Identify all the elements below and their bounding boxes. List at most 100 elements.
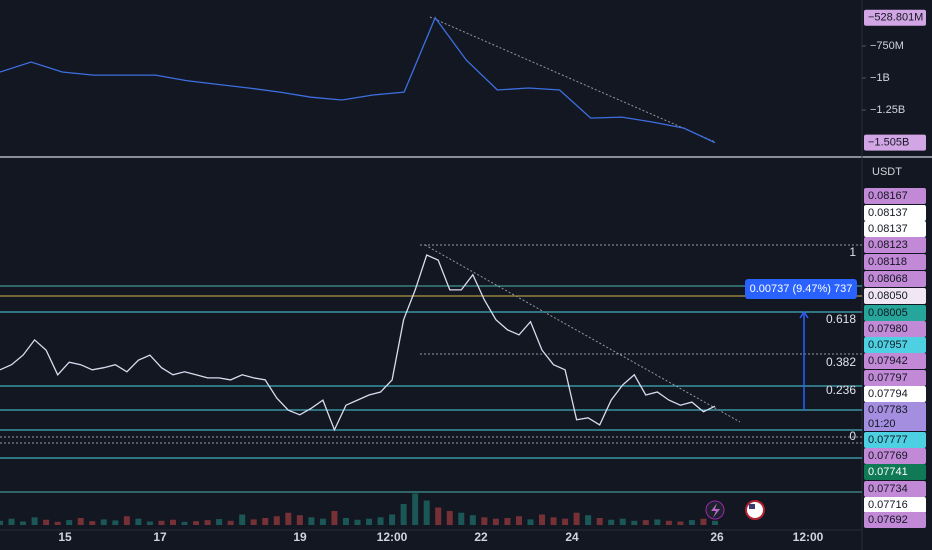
volume-bar (227, 520, 234, 525)
price-label-bg (864, 370, 926, 386)
measure-label: 0.00737 (9.47%) 737 (750, 283, 853, 295)
volume-bar (481, 517, 488, 525)
flag-icon[interactable] (745, 500, 765, 520)
y-tick-label: −750M (870, 40, 904, 52)
price-label: 0.07980 (868, 323, 908, 335)
price-label: 0.07797 (868, 372, 908, 384)
trend-line (424, 244, 741, 423)
x-tick-label: 12:00 (377, 530, 408, 544)
x-tick-label: 12:00 (793, 530, 824, 544)
price-label-bg (864, 205, 926, 221)
icons (705, 500, 765, 520)
value-label-bg (864, 134, 926, 151)
volume-bar (216, 519, 223, 525)
volume-bar (400, 504, 407, 525)
volume-bar (377, 517, 384, 525)
price-label-bg (864, 288, 926, 304)
volume-bar (308, 517, 315, 525)
levels (0, 16, 862, 493)
price-label: 0.07957 (868, 339, 908, 351)
fib-label: 0.618 (826, 312, 856, 326)
volume-bar (550, 517, 557, 525)
y-tick-label: −1B (870, 72, 890, 84)
volume-bar (654, 519, 661, 525)
fib-label: 0.382 (826, 355, 856, 369)
price-label: 0.08123 (868, 239, 908, 251)
value-label-bg (864, 9, 926, 26)
fib-label: 0 (849, 429, 856, 443)
price-label: 0.07942 (868, 355, 908, 367)
volume-bar (458, 512, 465, 525)
price-label-bg (864, 305, 926, 321)
volume-bar (712, 520, 718, 525)
volume-bar (135, 518, 142, 525)
volume-bar (446, 511, 453, 525)
y-tick-label: −1.25B (870, 104, 905, 116)
volume-bar (469, 515, 476, 525)
price-label: 0.07777 (868, 434, 908, 446)
price-label: 0.08068 (868, 273, 908, 285)
price-label: 0.08050 (868, 290, 908, 302)
x-tick-label: 19 (293, 530, 307, 544)
arrow-head (799, 310, 809, 319)
volume-bar (169, 519, 176, 525)
currency-label: USDT (872, 166, 902, 178)
volume-bar (193, 521, 200, 525)
volume-bar (677, 521, 684, 525)
x-tick-label: 24 (565, 530, 579, 544)
price-label: 0.08167 (868, 190, 908, 202)
value-label: −1.505B (868, 137, 909, 149)
measure-box (745, 279, 857, 299)
volume-bar (123, 516, 130, 525)
volume-bar (562, 518, 569, 525)
volume-bar (342, 518, 349, 525)
price-label: 0.07692 (868, 514, 908, 526)
price-label-bg (864, 497, 926, 513)
volume-bar (31, 517, 38, 525)
flag-canton (749, 504, 755, 509)
volume-bar (77, 518, 84, 525)
price-label-bg (864, 448, 926, 464)
price-label: 0.07794 (868, 388, 908, 400)
volume-bar (608, 519, 615, 525)
countdown: 01:20 (868, 418, 896, 430)
volume-bar (631, 520, 638, 525)
volume-bar (389, 514, 396, 525)
volume-bar (331, 511, 338, 525)
volume-bar (319, 518, 326, 525)
price-label: 0.07769 (868, 450, 908, 462)
price-label-bg (864, 464, 926, 480)
price-label: 0.07741 (868, 466, 908, 478)
series-line (0, 254, 716, 432)
volume-bar (0, 520, 3, 525)
volume-bar (688, 520, 695, 525)
volume-bar (665, 520, 672, 525)
volume-bar (585, 515, 592, 525)
volume-bar (423, 500, 430, 525)
value-label: −528.801M (868, 12, 923, 24)
volume-bar (239, 514, 246, 525)
lightning (711, 503, 720, 518)
volume-bar (515, 516, 522, 525)
price-label: 0.07783 (868, 404, 908, 416)
x-tick-label: 15 (58, 530, 72, 544)
fib-label: 1 (849, 245, 856, 259)
price-label: 0.07734 (868, 483, 908, 495)
volume-bar (43, 519, 50, 525)
volume-bar (8, 518, 15, 525)
volume-bar (250, 519, 257, 525)
volume-bar (412, 493, 419, 525)
volume-bar (573, 512, 580, 525)
price-label-bg (864, 221, 926, 237)
price-label-bg (864, 337, 926, 353)
price-label-bg (864, 512, 926, 528)
price-label: 0.08005 (868, 307, 908, 319)
volume-bar (642, 520, 649, 525)
volume-bar (89, 521, 96, 525)
price-label: 0.08137 (868, 223, 908, 235)
volume-bar (527, 519, 534, 525)
volume-bar (146, 521, 153, 525)
volume-bar (435, 507, 442, 525)
volume-bar (158, 520, 165, 525)
